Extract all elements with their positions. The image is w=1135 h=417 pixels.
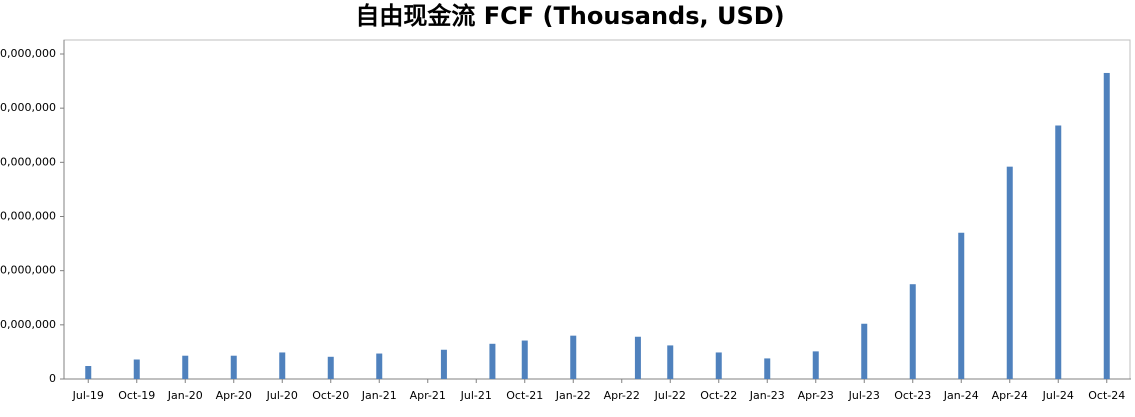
x-tick-label: Jan-22 bbox=[555, 389, 591, 402]
x-tick-label: Apr-22 bbox=[604, 389, 640, 402]
x-tick-label: Jul-21 bbox=[460, 389, 492, 402]
bar bbox=[133, 359, 140, 379]
bar bbox=[376, 353, 383, 379]
bar bbox=[182, 355, 189, 379]
bar bbox=[667, 345, 674, 379]
bar bbox=[715, 352, 722, 379]
bar bbox=[279, 352, 286, 379]
y-tick-label: 30,000,000 bbox=[0, 210, 56, 223]
x-tick-label: Jul-23 bbox=[848, 389, 880, 402]
bar bbox=[521, 340, 528, 379]
bar bbox=[230, 355, 237, 379]
bar bbox=[440, 349, 447, 379]
x-tick-label: Jan-23 bbox=[749, 389, 785, 402]
bar bbox=[1006, 166, 1013, 379]
bar bbox=[764, 358, 771, 379]
x-tick-label: Jul-19 bbox=[72, 389, 104, 402]
plot-frame bbox=[63, 39, 1131, 380]
y-tick-label: 10,000,000 bbox=[0, 318, 56, 331]
x-tick-label: Jul-22 bbox=[654, 389, 686, 402]
x-tick-label: Jul-20 bbox=[266, 389, 298, 402]
bar bbox=[570, 335, 577, 379]
x-tick-label: Jan-20 bbox=[167, 389, 203, 402]
bar bbox=[909, 284, 916, 379]
x-tick-label: Oct-24 bbox=[1088, 389, 1125, 402]
bar bbox=[861, 323, 868, 379]
y-tick-label: 20,000,000 bbox=[0, 264, 56, 277]
bar bbox=[1103, 72, 1110, 379]
bar bbox=[634, 336, 641, 379]
y-tick-label: 0 bbox=[49, 372, 56, 385]
x-tick-label: Jul-24 bbox=[1042, 389, 1074, 402]
x-tick-label: Apr-21 bbox=[410, 389, 446, 402]
bar bbox=[958, 232, 965, 379]
y-tick-label: 40,000,000 bbox=[0, 155, 56, 168]
y-tick-label: 60,000,000 bbox=[0, 47, 56, 60]
x-tick-label: Oct-19 bbox=[118, 389, 155, 402]
x-tick-label: Oct-22 bbox=[700, 389, 737, 402]
x-tick-label: Oct-20 bbox=[312, 389, 349, 402]
x-tick-label: Jan-21 bbox=[361, 389, 397, 402]
chart-title: 自由现金流 FCF (Thousands, USD) bbox=[355, 2, 784, 30]
bar bbox=[327, 356, 334, 379]
y-tick-label: 50,000,000 bbox=[0, 101, 56, 114]
x-tick-label: Jan-24 bbox=[943, 389, 979, 402]
x-tick-label: Apr-23 bbox=[798, 389, 834, 402]
x-tick-label: Apr-20 bbox=[216, 389, 252, 402]
bar bbox=[489, 343, 496, 379]
x-tick-label: Oct-21 bbox=[506, 389, 543, 402]
bar bbox=[812, 351, 819, 379]
bar bbox=[1055, 125, 1062, 379]
bar bbox=[85, 366, 92, 379]
x-tick-label: Oct-23 bbox=[894, 389, 931, 402]
x-tick-label: Apr-24 bbox=[992, 389, 1028, 402]
